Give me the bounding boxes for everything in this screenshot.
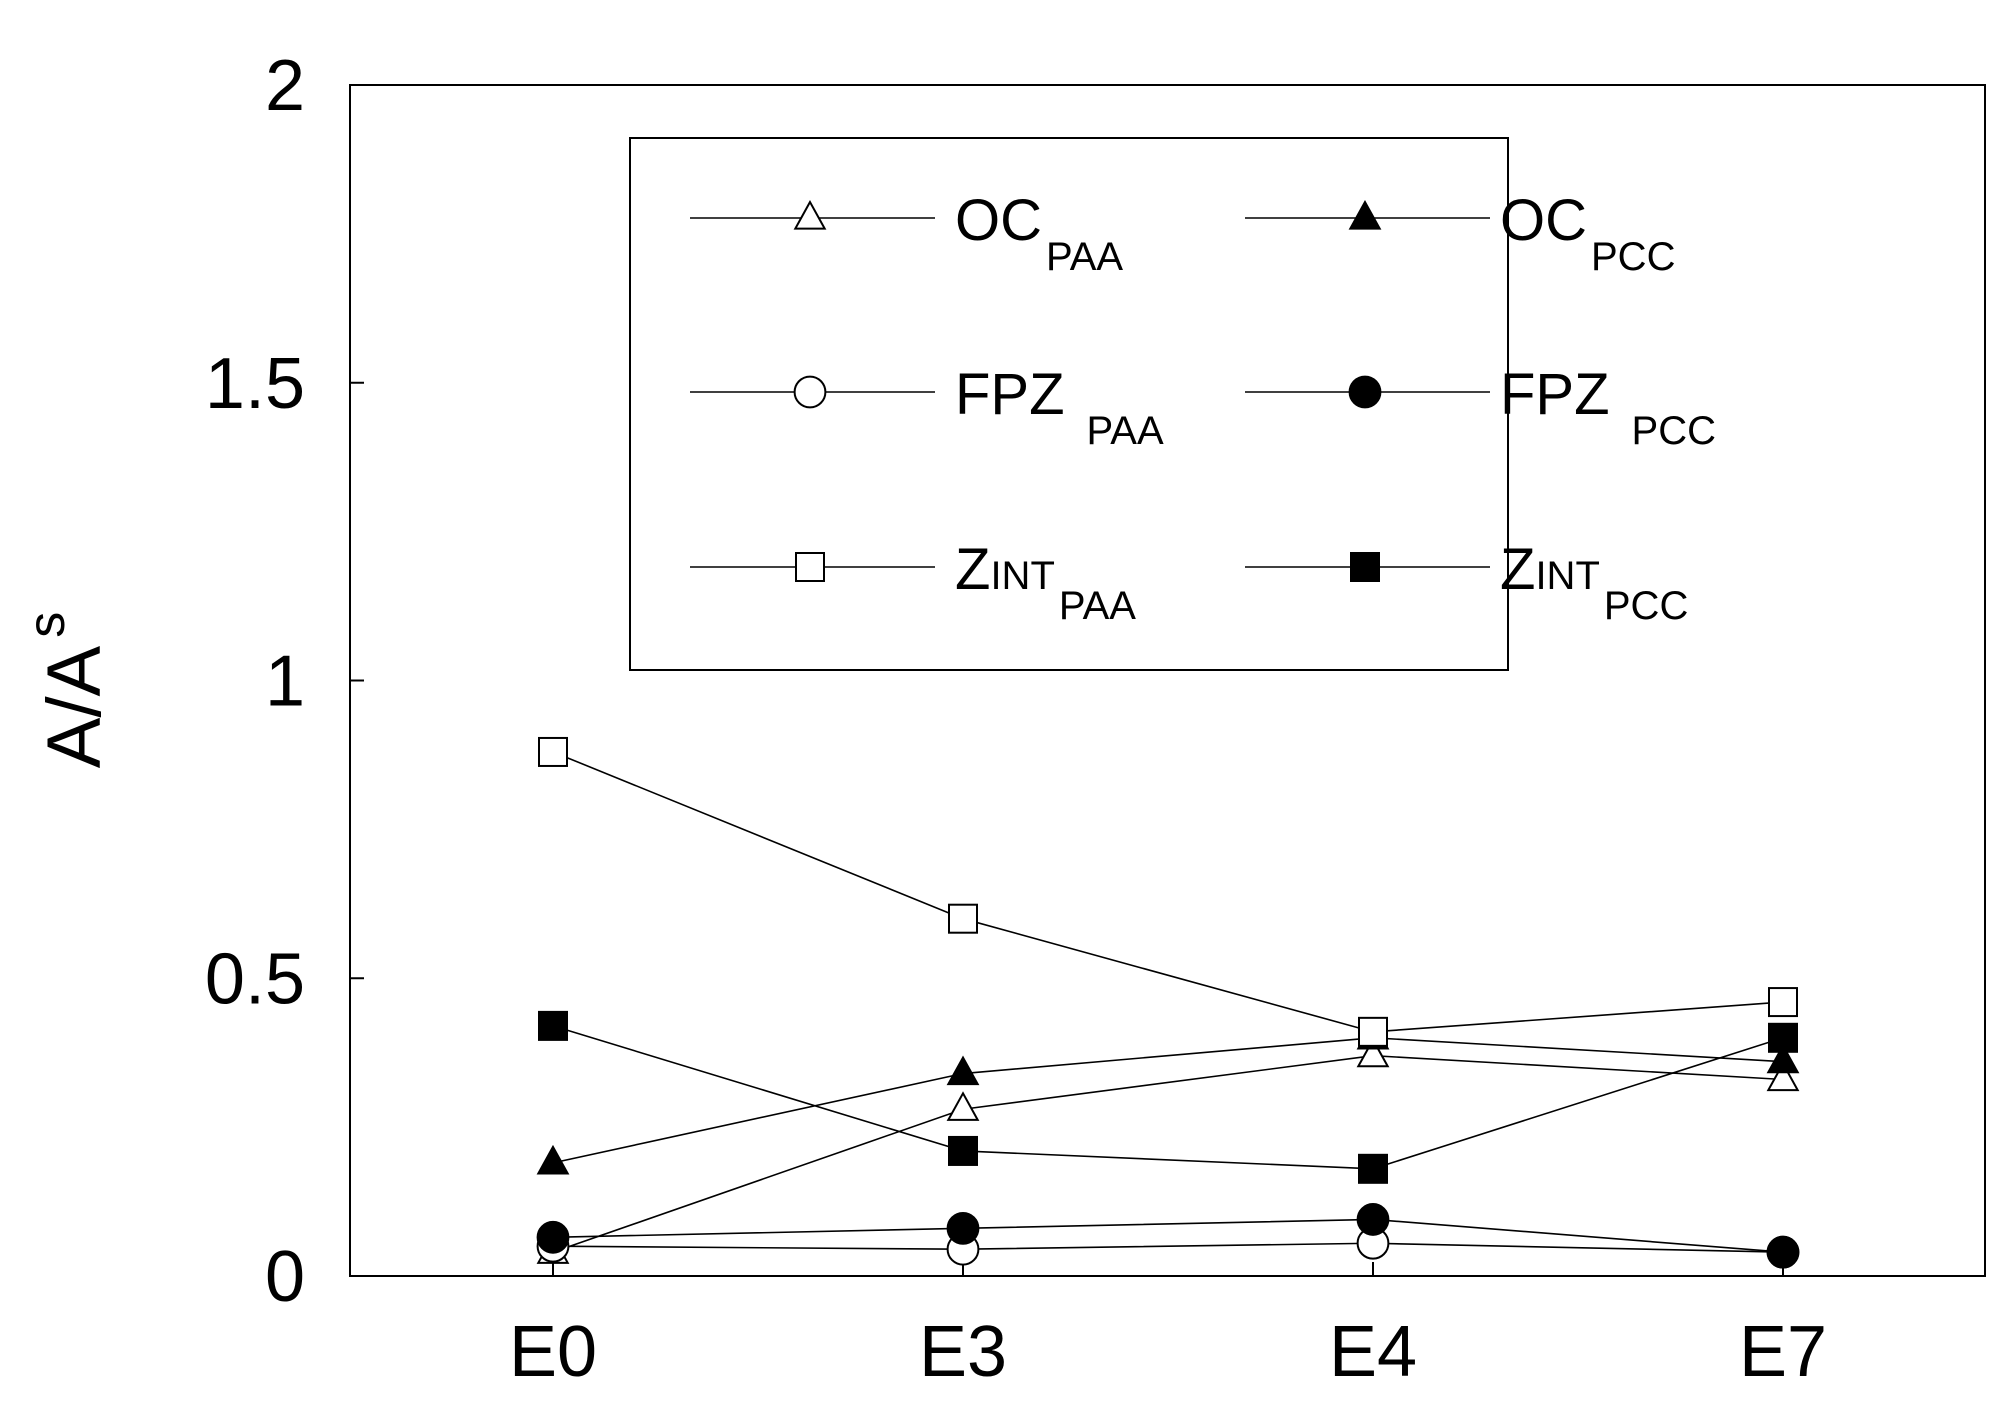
data-point: [1766, 1061, 1800, 1092]
series-markers-fpz-pcc: [536, 1203, 1800, 1269]
legend-label: OCPCC: [1500, 188, 1675, 279]
data-point: [1358, 1016, 1388, 1047]
legend-label-main: OC: [955, 188, 1042, 253]
data-point: [1766, 1235, 1800, 1269]
legend-marker: [793, 375, 827, 409]
data-point: [536, 1220, 570, 1254]
legend-label-sub: PCC: [1604, 584, 1688, 628]
legend-label-main: Z: [955, 537, 990, 602]
legend-label-sub: PCC: [1632, 409, 1716, 453]
series-markers-z-paa: [538, 736, 1798, 1047]
series-line: [552, 1025, 1784, 1170]
series-markers-oc-pcc: [536, 1019, 1800, 1175]
series-z-pcc: [552, 1025, 1784, 1170]
y-axis-title-sub: s: [18, 612, 76, 638]
y-tick-label: 2: [265, 46, 305, 126]
legend-label-main: FPZ: [1500, 362, 1610, 427]
y-axis-title-main: A/A: [32, 645, 117, 768]
data-point: [1768, 987, 1798, 1018]
legend-entry: OCPCC: [1245, 188, 1675, 279]
legend-entry: OCPAA: [690, 188, 1123, 279]
data-point: [1356, 1037, 1390, 1068]
data-point: [946, 1055, 980, 1086]
series-markers-z-pcc: [538, 1010, 1798, 1184]
y-tick-label: 1.5: [205, 344, 305, 424]
series-line: [552, 1218, 1784, 1253]
x-tick-label: E4: [1329, 1312, 1417, 1392]
data-point: [946, 1091, 980, 1121]
y-tick-label: 0.5: [205, 939, 305, 1019]
series-oc-pcc: [552, 1036, 1784, 1164]
legend-marker: [795, 552, 825, 582]
legend-label: FPZ PAA: [955, 362, 1164, 453]
series-layer: [536, 736, 1800, 1269]
y-axis-title-text: A/A s: [18, 612, 117, 769]
x-axis: E0 E3 E4 E7: [509, 1262, 1827, 1392]
series-markers-oc-paa: [536, 1037, 1800, 1264]
x-tick-label: E3: [919, 1312, 1007, 1392]
legend-label: FPZ PCC: [1500, 362, 1716, 453]
y-axis: 0 0.5 1 1.5 2: [205, 46, 364, 1317]
legend-label-small: INT: [1535, 554, 1599, 598]
legend-label-main: FPZ: [955, 362, 1065, 427]
y-tick-label: 1: [265, 642, 305, 722]
legend-label-main: Z: [1500, 537, 1535, 602]
legend-label-main: OC: [1500, 188, 1587, 253]
data-point: [1358, 1153, 1388, 1184]
data-point: [1768, 1022, 1798, 1053]
series-line: [552, 1054, 1784, 1253]
legend-marker: [793, 199, 827, 230]
data-point: [948, 903, 978, 934]
data-point: [1766, 1043, 1800, 1074]
legend-entry: FPZ PAA: [690, 362, 1164, 453]
data-point: [538, 1010, 568, 1041]
y-tick-label: 0: [265, 1237, 305, 1317]
data-point: [538, 736, 568, 767]
legend-label: ZINTPAA: [955, 537, 1136, 628]
data-point: [536, 1144, 570, 1175]
series-line: [552, 1242, 1784, 1253]
series-line: [552, 751, 1784, 1033]
legend-label-sub: PCC: [1591, 235, 1675, 279]
series-fpz-pcc: [552, 1218, 1784, 1253]
legend-entry: ZINTPCC: [1245, 537, 1688, 628]
legend-label: OCPAA: [955, 188, 1123, 279]
data-point: [948, 1135, 978, 1166]
legend-label-sub: PAA: [1087, 409, 1164, 453]
legend-marker: [1350, 552, 1380, 582]
series-z-paa: [552, 751, 1784, 1033]
series-fpz-paa: [552, 1242, 1784, 1253]
series-line: [552, 1036, 1784, 1164]
legend-marker: [1348, 375, 1382, 409]
series-oc-paa: [552, 1054, 1784, 1253]
x-tick-label: E0: [509, 1312, 597, 1392]
x-tick-label: E7: [1739, 1312, 1827, 1392]
legend-entry: ZINTPAA: [690, 537, 1136, 628]
legend-label-sub: PAA: [1046, 235, 1123, 279]
legend-label-sub: PAA: [1059, 584, 1136, 628]
legend-label: ZINTPCC: [1500, 537, 1688, 628]
legend-marker: [1348, 199, 1382, 230]
data-point: [1356, 1203, 1390, 1236]
legend-label-small: INT: [990, 554, 1054, 598]
legend-entry: FPZ PCC: [1245, 362, 1716, 453]
data-point: [946, 1211, 980, 1245]
y-axis-title: A/A s: [18, 612, 117, 769]
